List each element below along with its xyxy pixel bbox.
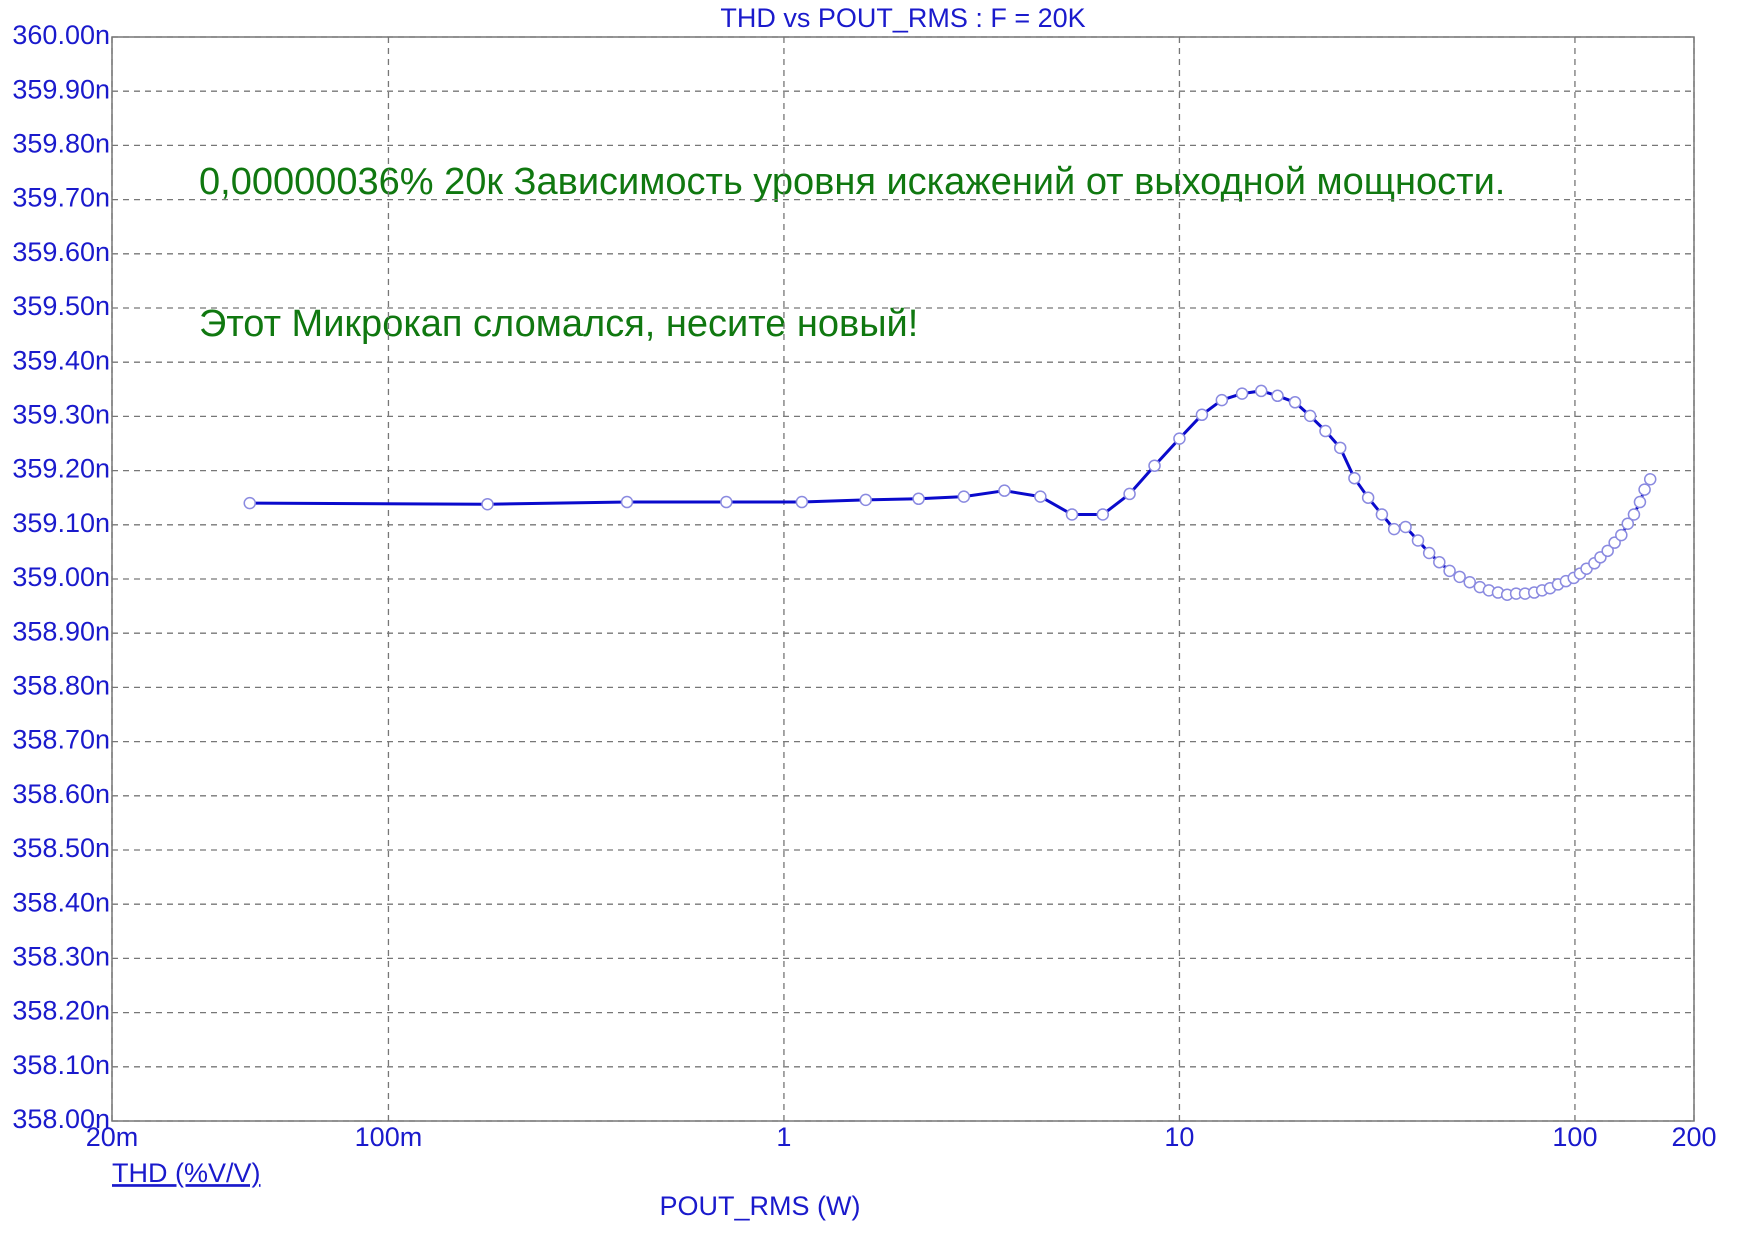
data-point xyxy=(1411,534,1425,547)
y-tick-label: 359.10n xyxy=(12,508,110,538)
data-point xyxy=(1333,441,1347,455)
y-tick-label: 359.20n xyxy=(12,454,110,484)
chart-title: THD vs POUT_RMS : F = 20K xyxy=(720,3,1085,33)
data-point xyxy=(1303,409,1317,423)
y-tick-label: 359.70n xyxy=(12,183,110,213)
legend-entry: THD (%V/V) xyxy=(112,1158,261,1188)
y-tick-label: 359.50n xyxy=(12,291,110,321)
data-point xyxy=(1643,473,1657,486)
data-point xyxy=(620,495,634,509)
annotation: Этот Микрокап сломался, несите новый! xyxy=(199,303,918,345)
data-point xyxy=(859,493,872,507)
y-tick-label: 358.40n xyxy=(12,887,110,917)
x-tick-label: 10 xyxy=(1164,1122,1194,1152)
data-point xyxy=(1627,508,1641,521)
y-tick-label: 358.30n xyxy=(12,942,110,972)
data-point xyxy=(1387,522,1401,536)
y-tick-label: 359.60n xyxy=(12,237,110,267)
data-point xyxy=(1195,408,1209,422)
annotation: 0,00000036% 20к Зависимость уровня искаж… xyxy=(199,161,1505,203)
y-tick-label: 358.90n xyxy=(12,616,110,646)
data-point xyxy=(1621,517,1635,530)
y-tick-label: 358.60n xyxy=(12,779,110,809)
x-tick-label: 100m xyxy=(355,1122,423,1152)
x-tick-label: 100 xyxy=(1552,1122,1597,1152)
x-axis-label: POUT_RMS (W) xyxy=(660,1191,861,1221)
data-point xyxy=(1173,432,1186,445)
data-point xyxy=(1633,495,1647,509)
plot-frame xyxy=(111,36,1695,1122)
y-tick-label: 358.10n xyxy=(12,1050,110,1080)
data-point xyxy=(1096,508,1110,521)
data-point xyxy=(1123,487,1136,501)
y-tick-label: 358.00n xyxy=(12,1104,110,1134)
data-point xyxy=(243,496,257,510)
y-tick-label: 359.30n xyxy=(12,400,110,430)
y-tick-label: 358.20n xyxy=(12,996,110,1026)
y-tick-label: 359.80n xyxy=(12,129,110,159)
data-point xyxy=(1288,396,1302,409)
data-point xyxy=(1443,564,1456,578)
data-point xyxy=(1065,508,1079,521)
data-point xyxy=(481,497,494,511)
data-point xyxy=(1348,471,1361,485)
data-point xyxy=(1361,491,1375,504)
data-point xyxy=(1433,555,1446,569)
x-tick-label: 20m xyxy=(86,1122,139,1152)
data-point xyxy=(1319,424,1332,438)
data-point xyxy=(1375,508,1389,521)
data-point xyxy=(720,495,733,509)
data-point xyxy=(1399,520,1412,534)
x-tick-label: 200 xyxy=(1671,1122,1716,1152)
y-tick-label: 359.00n xyxy=(12,562,110,592)
data-point xyxy=(1638,483,1651,496)
data-point xyxy=(1615,528,1628,542)
data-point xyxy=(1215,393,1229,407)
data-point xyxy=(1254,384,1268,398)
data-point xyxy=(912,492,925,506)
data-point xyxy=(1034,490,1047,503)
y-tick-label: 358.70n xyxy=(12,725,110,755)
data-point xyxy=(1148,459,1161,472)
data-point xyxy=(1453,570,1466,584)
data-point xyxy=(1601,544,1614,558)
data-point xyxy=(957,490,971,503)
y-tick-label: 358.80n xyxy=(12,671,110,701)
y-tick-label: 359.90n xyxy=(12,74,110,104)
y-tick-label: 358.50n xyxy=(12,833,110,863)
y-tick-label: 359.40n xyxy=(12,345,110,375)
data-point xyxy=(795,495,809,509)
data-point xyxy=(1422,546,1436,560)
data-point xyxy=(1235,387,1249,400)
data-point xyxy=(1463,576,1476,589)
data-point xyxy=(998,484,1011,497)
x-tick-label: 1 xyxy=(776,1122,791,1152)
y-tick-label: 360.00n xyxy=(12,20,110,50)
data-point xyxy=(1271,389,1284,403)
